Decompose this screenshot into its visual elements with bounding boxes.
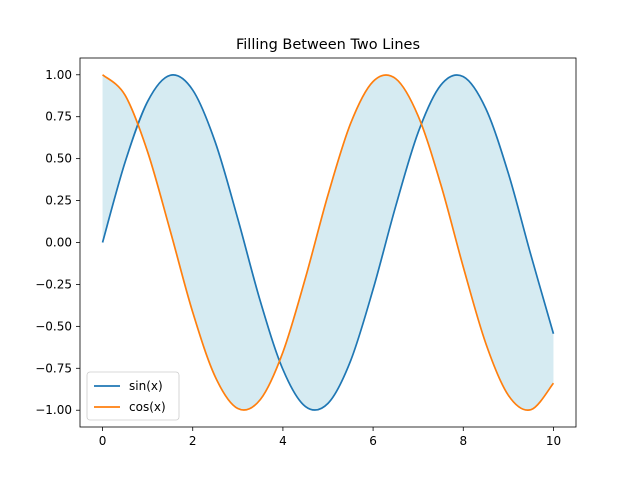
series-lines (101, 74, 555, 411)
y-axis: 1.00 0.75 0.50 0.25 0.00 −0.25 −0.50 −0.75 −1.00 (35, 68, 80, 417)
legend-box (86, 371, 180, 421)
series-line-cos (101, 74, 555, 411)
y-tick-label: 1.00 (45, 68, 72, 82)
x-tick-label: 2 (189, 434, 197, 448)
x-tick-label: 0 (99, 434, 107, 448)
series-line-sin (101, 74, 555, 411)
legend-label-cos: cos(x) (129, 400, 166, 414)
y-tick-label: 0.75 (45, 110, 72, 124)
fill-region (102, 74, 554, 411)
y-tick-label: 0.50 (45, 152, 72, 166)
legend-label-sin: sin(x) (129, 379, 163, 393)
chart-title: Filling Between Two Lines (236, 37, 420, 53)
x-tick-label: 10 (546, 434, 561, 448)
y-tick-label: −1.00 (35, 403, 72, 417)
legend: sin(x) cos(x) (86, 371, 180, 421)
y-tick-label: −0.75 (35, 361, 72, 375)
y-tick-label: 0.00 (45, 236, 72, 250)
x-tick-label: 4 (279, 434, 287, 448)
y-tick-label: −0.50 (35, 319, 72, 333)
x-tick-label: 6 (369, 434, 377, 448)
fill-between-area (102, 74, 554, 411)
x-tick-label: 8 (459, 434, 467, 448)
x-axis: 0 2 4 6 8 10 (99, 427, 561, 448)
y-tick-label: 0.25 (45, 194, 72, 208)
y-tick-label: −0.25 (35, 277, 72, 291)
